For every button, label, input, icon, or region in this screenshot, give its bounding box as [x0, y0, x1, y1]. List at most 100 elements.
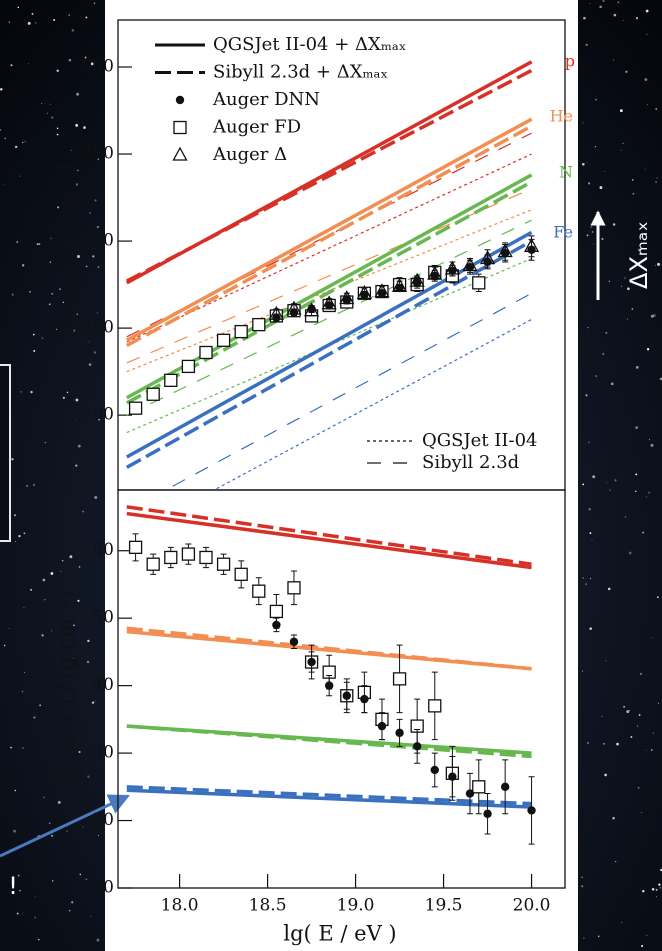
star	[59, 288, 61, 291]
star	[591, 231, 594, 233]
star	[27, 21, 31, 25]
star	[603, 171, 605, 172]
marker-dot	[324, 301, 334, 310]
star	[581, 885, 584, 888]
star	[82, 826, 84, 828]
star	[93, 351, 96, 354]
star	[73, 624, 75, 627]
star	[646, 749, 648, 751]
y-tick-label: 60	[92, 540, 114, 560]
star	[22, 747, 24, 749]
star	[0, 128, 2, 132]
legend-label: Auger DNN	[212, 89, 320, 110]
marker-dot	[500, 782, 510, 792]
star	[42, 578, 46, 582]
star	[641, 945, 644, 948]
star	[624, 516, 627, 518]
star	[49, 103, 52, 105]
marker-dot	[289, 637, 299, 646]
y-tick-label: 20	[92, 810, 114, 830]
star	[613, 59, 614, 61]
star	[597, 935, 600, 938]
star	[655, 888, 658, 891]
y-tick-label: 850	[82, 144, 114, 164]
marker-dot	[483, 809, 492, 818]
y-axis-title: ⟨ Xₘₐₓ ⟩ / (g cm⁻²)	[55, 164, 79, 347]
marker-square	[164, 550, 178, 565]
model-label: He	[550, 107, 573, 126]
star	[23, 532, 26, 535]
star	[614, 479, 617, 482]
star	[592, 475, 596, 479]
star	[86, 660, 90, 664]
star	[69, 555, 73, 559]
star	[659, 377, 662, 381]
model-line	[125, 68, 533, 283]
star	[8, 628, 10, 629]
star	[8, 21, 11, 23]
star	[659, 887, 661, 889]
marker-dot	[307, 304, 316, 314]
star	[56, 328, 58, 330]
star	[93, 2, 96, 5]
star	[18, 534, 21, 538]
star	[77, 599, 80, 602]
star	[57, 800, 61, 804]
star	[587, 326, 589, 329]
star	[56, 133, 59, 136]
star	[94, 496, 98, 499]
star	[71, 29, 75, 32]
y-tick-label: 30	[92, 743, 114, 763]
star	[50, 834, 54, 837]
star	[94, 199, 97, 202]
marker-square	[216, 557, 231, 571]
star	[622, 20, 624, 21]
star	[76, 313, 79, 315]
star	[605, 660, 607, 662]
marker-dot	[527, 806, 536, 815]
star	[652, 732, 655, 734]
star	[87, 341, 89, 343]
legend-label: Auger FD	[212, 117, 301, 138]
star	[599, 186, 603, 190]
star	[89, 212, 91, 214]
marker-dot	[324, 681, 334, 690]
star	[78, 750, 81, 754]
star	[626, 710, 630, 714]
marker-dot	[342, 691, 351, 700]
marker-dot	[342, 296, 351, 305]
model-label: p	[565, 52, 575, 71]
star	[636, 725, 638, 727]
y-tick-label: 750	[82, 318, 114, 338]
star	[588, 508, 591, 511]
marker-dot	[412, 278, 422, 288]
star	[56, 69, 59, 72]
star	[77, 444, 81, 448]
star	[83, 126, 86, 129]
plots: 700 750 800 850 900 ⟨ Xₘₐₓ ⟩ / (g cm⁻²) p He N Fe…	[55, 19, 575, 946]
star	[602, 353, 605, 355]
star	[17, 874, 20, 877]
star	[3, 644, 6, 647]
marker-square	[252, 584, 266, 598]
marker-dot	[395, 728, 404, 738]
marker-dot	[483, 257, 492, 267]
star	[627, 287, 630, 291]
star	[650, 443, 654, 447]
star	[10, 64, 13, 67]
panel: 700 750 800 850 900 ⟨ Xₘₐₓ ⟩ / (g cm⁻²) p He N Fe…	[55, 19, 575, 491]
star	[622, 142, 624, 145]
star	[21, 264, 25, 267]
star	[595, 99, 597, 101]
x-tick-label: 18.5	[249, 896, 287, 916]
star	[650, 314, 654, 318]
star	[585, 43, 588, 46]
star	[630, 736, 633, 738]
star	[628, 551, 632, 555]
star	[629, 710, 631, 712]
star	[32, 333, 35, 336]
star	[619, 109, 623, 113]
star	[582, 577, 584, 579]
